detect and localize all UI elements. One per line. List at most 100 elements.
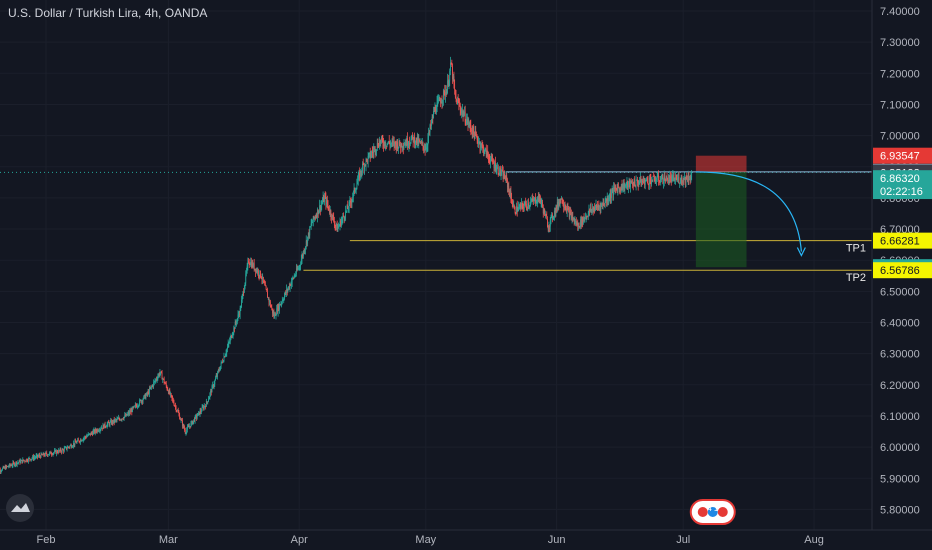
y-tick-label: 7.30000 [880,37,920,49]
candle-body [369,152,371,158]
candle-body [190,422,192,427]
candle-body [277,305,279,313]
candle-body [63,449,64,452]
candle-body [87,434,89,436]
candle-body [6,465,8,467]
candle-body [646,178,648,180]
candle-body [115,419,117,421]
time-axis[interactable]: Feb Mar Apr May Jun Jul Aug [0,529,932,546]
candle-body [506,179,508,188]
candle-body [286,289,288,291]
price-label: 6.56786 [873,262,932,279]
candle-body [300,264,302,266]
candle-body [362,163,363,172]
candle-body [148,391,150,394]
candle-body [145,395,147,399]
candle-body [474,131,476,139]
candle-body [14,464,16,466]
candle-body [248,262,250,264]
candle-body [397,146,399,150]
candle-body [49,451,51,453]
candle-body [400,143,402,148]
candle-body [200,410,202,412]
candle-body [484,148,486,152]
candle-body [295,268,297,275]
candle-body [50,451,52,455]
candle-body [526,206,528,208]
candle-body [28,458,30,459]
candle-body [351,199,353,204]
candle-body [233,327,235,334]
candle-body [218,370,220,372]
candle-body [64,447,66,449]
short-position-box[interactable] [695,155,747,268]
candle-body [303,251,305,253]
y-tick-label: 7.40000 [880,6,920,18]
candle-body [2,466,4,469]
candle-body [128,412,130,414]
projection-arrow[interactable] [695,171,806,257]
candle-body [626,181,628,186]
candle-body [424,149,426,151]
candle-body [439,98,441,101]
candle-body [384,141,386,147]
candle-body [530,201,532,202]
candle-body [97,429,99,432]
candle-body [660,179,662,183]
candle-body [246,265,248,271]
candle-body [521,203,523,205]
candle-body [306,240,308,244]
candle-body [483,146,484,154]
price-label-bg [873,147,932,164]
candle-body [589,209,591,212]
candle-body [680,177,682,183]
price-label-bg [873,232,932,249]
candle-body [203,406,205,409]
candle-body [376,149,377,152]
candle-body [258,275,260,277]
candle-body [111,420,112,424]
candle-body [172,397,173,400]
tradingview-cloud-icon[interactable] [6,494,34,522]
candle-body [259,270,261,277]
candle-body [42,453,44,456]
candle-body [386,143,388,147]
stop-loss-zone[interactable] [695,155,747,172]
candle-body [248,261,249,263]
candle-body [678,177,680,183]
candle-body [518,206,520,211]
candle-body [39,455,41,457]
candle-body [665,180,667,182]
candle-body [149,388,151,390]
award-badge-icon[interactable]: 4 1 [689,499,736,525]
candle-body [372,152,374,153]
candle-body [528,203,529,207]
candle-body [75,442,77,444]
candle-body [624,185,626,190]
candle-body [670,177,672,182]
candle-body [181,419,183,421]
candle-body [11,465,12,467]
candle-body [642,180,643,182]
candle-body [249,263,251,265]
candle-body [1,470,3,472]
candle-body [365,159,367,166]
candle-body [449,71,451,81]
candle-body [411,134,413,139]
take-profit-zone[interactable] [695,171,747,268]
candle-body [480,146,482,148]
candle-body [333,221,335,226]
candle-body [454,89,456,98]
candle-body [610,193,612,199]
candle-body [308,232,310,236]
candle-body [125,415,126,417]
candle-body [597,205,598,208]
candle-body [319,205,321,210]
candle-body [144,394,146,399]
candle-body [435,111,437,113]
candle-body [650,179,652,185]
candle-body [201,411,202,412]
candle-body [383,141,385,147]
price-axis[interactable]: 7.400007.300007.200007.100007.000006.900… [871,0,932,530]
